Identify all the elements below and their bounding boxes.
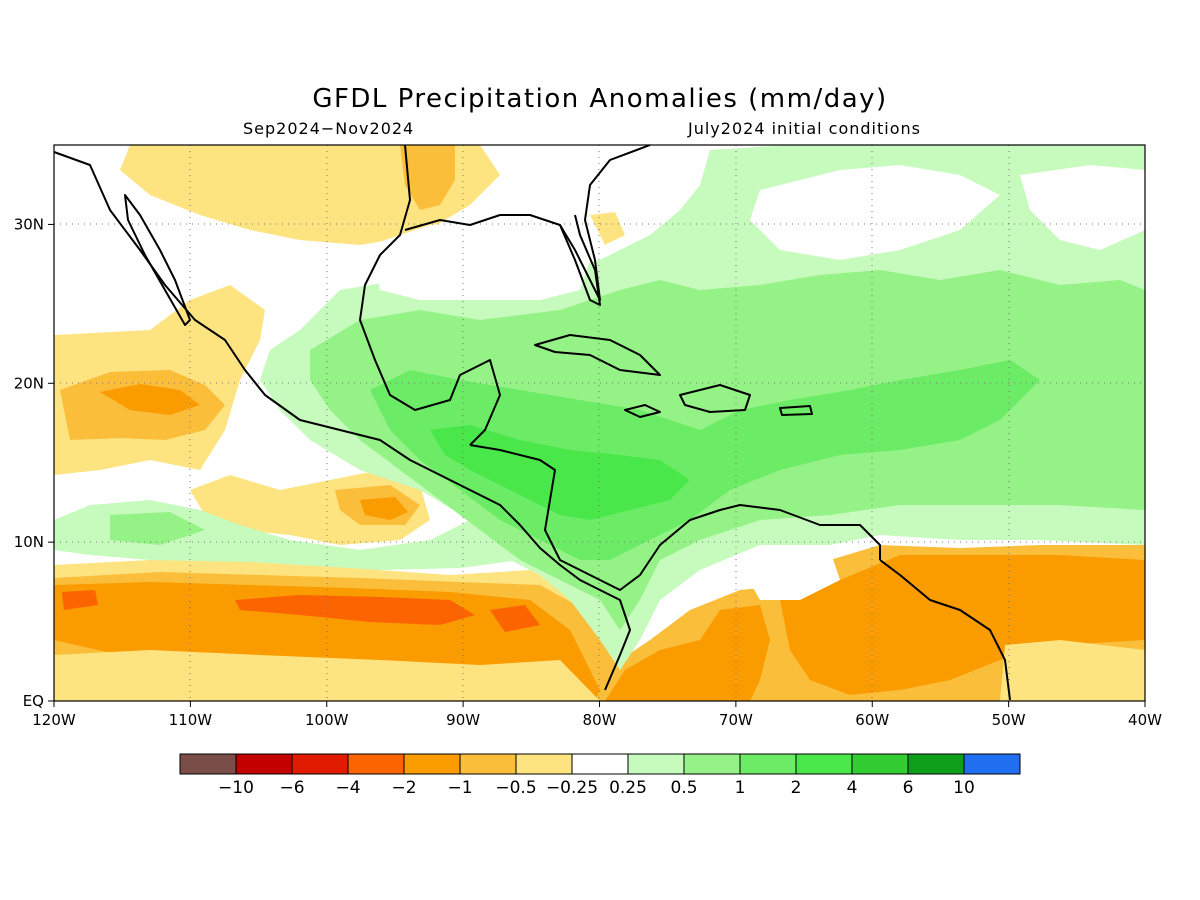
colorbar-swatch — [684, 754, 740, 774]
colorbar-swatch — [516, 754, 572, 774]
colorbar-swatch — [852, 754, 908, 774]
x-tick-label: 90W — [446, 711, 480, 729]
colorbar-swatch — [404, 754, 460, 774]
colorbar-swatch — [292, 754, 348, 774]
colorbar-label: 4 — [847, 778, 858, 798]
colorbar-label: −6 — [279, 778, 304, 798]
y-tick-label: 10N — [14, 533, 44, 551]
x-tick-label: 60W — [855, 711, 889, 729]
colorbar-label: −2 — [391, 778, 416, 798]
colorbar-label: 0.25 — [609, 778, 647, 798]
colorbar-label: −0.25 — [546, 778, 598, 798]
x-tick-label: 50W — [992, 711, 1026, 729]
colorbar-label: −10 — [218, 778, 254, 798]
colorbar-label: −1 — [447, 778, 472, 798]
x-axis: 120W 110W 100W 90W 80W 70W 60W 50W 40W — [32, 701, 1162, 729]
colorbar-label: −0.5 — [495, 778, 536, 798]
colorbar-swatch — [460, 754, 516, 774]
colorbar-label: 6 — [903, 778, 914, 798]
anomaly-field — [54, 145, 1145, 701]
x-tick-label: 110W — [169, 711, 213, 729]
colorbar-swatch — [628, 754, 684, 774]
colorbar-label: 0.5 — [670, 778, 697, 798]
y-tick-label: 30N — [14, 215, 44, 233]
y-tick-label: EQ — [23, 692, 44, 710]
precipitation-map-figure: 120W 110W 100W 90W 80W 70W 60W 50W 40W EQ 10N 20N 3… — [0, 0, 1200, 900]
near-zero-guiana — [1000, 640, 1145, 701]
x-tick-label: 80W — [583, 711, 617, 729]
y-tick-label: 20N — [14, 374, 44, 392]
colorbar-swatch — [796, 754, 852, 774]
x-tick-label: 70W — [719, 711, 753, 729]
colorbar-swatch — [348, 754, 404, 774]
colorbar-swatch — [180, 754, 236, 774]
x-tick-label: 100W — [305, 711, 349, 729]
colorbar-swatch — [740, 754, 796, 774]
colorbar: −10 −6 −4 −2 −1 −0.5 −0.25 0.25 0.5 1 2 4 6 10 — [180, 754, 1020, 798]
colorbar-swatch — [572, 754, 628, 774]
y-axis: EQ 10N 20N 30N — [14, 215, 54, 710]
colorbar-label: 2 — [791, 778, 802, 798]
colorbar-swatch — [908, 754, 964, 774]
colorbar-label: 1 — [735, 778, 746, 798]
colorbar-swatch — [964, 754, 1020, 774]
colorbar-label: 10 — [953, 778, 975, 798]
x-tick-label: 40W — [1128, 711, 1162, 729]
colorbar-swatch — [236, 754, 292, 774]
x-tick-label: 120W — [32, 711, 76, 729]
colorbar-label: −4 — [335, 778, 360, 798]
